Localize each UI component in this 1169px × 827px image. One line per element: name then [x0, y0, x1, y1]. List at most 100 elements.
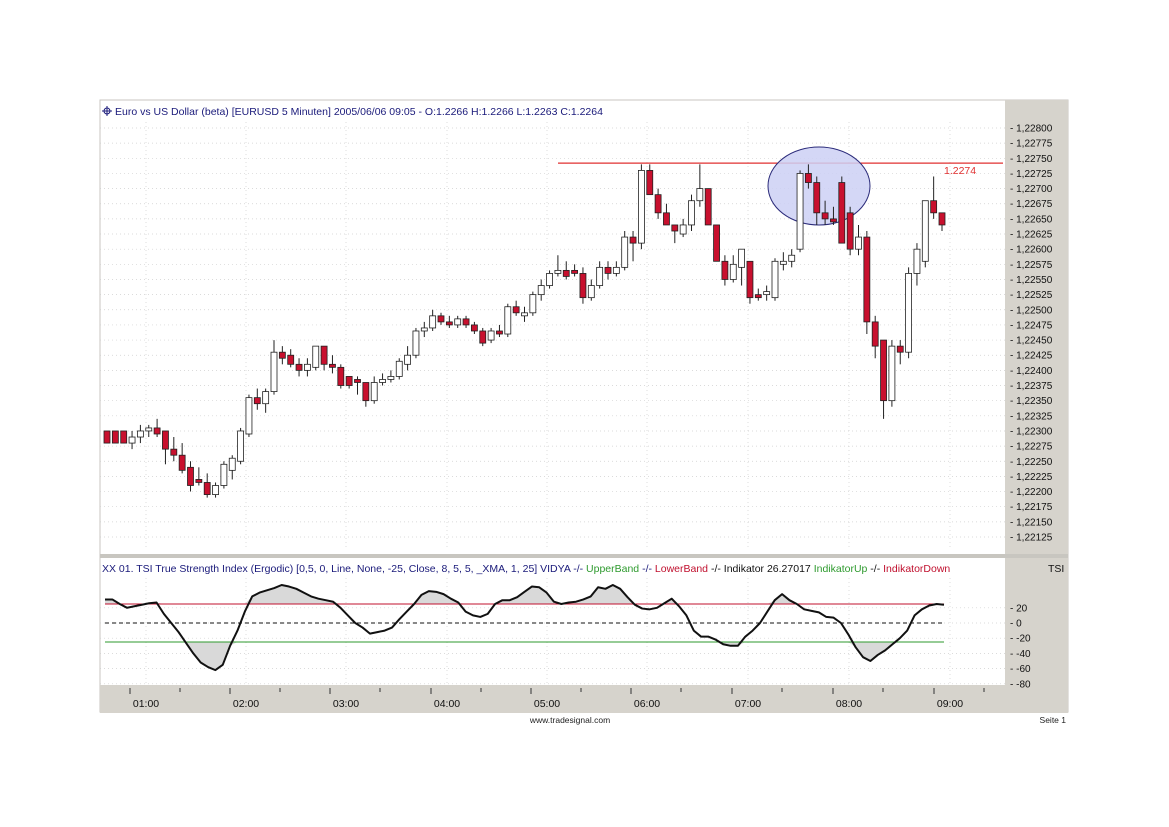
candle	[546, 270, 553, 289]
candle	[404, 346, 412, 371]
candle	[287, 349, 295, 368]
candle	[303, 358, 311, 377]
candle-down-body	[704, 188, 712, 226]
candle-up-body	[212, 485, 219, 495]
candle-down-body	[470, 324, 478, 332]
candle-down-body	[512, 306, 520, 314]
candle	[487, 327, 495, 344]
price-tick-label: - 1,22550	[1010, 275, 1053, 286]
candle	[162, 430, 169, 465]
candle	[278, 346, 286, 365]
candle-down-body	[437, 315, 445, 323]
tsi-overbought-fill	[105, 585, 944, 604]
time-tick-label: 01:00	[133, 698, 159, 710]
price-tick-label: - 1,22300	[1010, 426, 1053, 437]
candle-up-body	[387, 376, 395, 380]
candle-up-body	[596, 266, 604, 286]
candle	[905, 267, 912, 359]
candle-up-body	[888, 345, 896, 402]
candle	[646, 164, 654, 196]
candle	[838, 176, 846, 244]
candle-up-body	[220, 463, 228, 486]
candle-down-body	[805, 173, 812, 183]
chart-title: Euro vs US Dollar (beta) [EURUSD 5 Minut…	[115, 106, 603, 118]
candle-down-body	[120, 430, 128, 444]
candle	[262, 388, 270, 413]
candle	[805, 164, 812, 189]
price-tick-label: - 1,22675	[1010, 199, 1053, 210]
candle-up-body	[738, 248, 745, 268]
candle-down-body	[896, 345, 904, 353]
candle	[871, 315, 879, 359]
candle-up-body	[303, 363, 311, 371]
price-tick-label: - 1,22325	[1010, 411, 1053, 422]
candle-down-body	[930, 200, 938, 214]
candle-down-body	[604, 266, 612, 274]
candle-up-body	[855, 236, 862, 250]
candle	[345, 376, 353, 389]
candle	[921, 200, 929, 268]
indicator-header: XX 01. TSI True Strength Index (Ergodic)…	[102, 563, 950, 575]
footer-page: Seite 1	[1040, 715, 1067, 725]
candle	[379, 373, 386, 386]
candle	[354, 376, 361, 395]
candle-down-body	[713, 224, 720, 262]
candle-up-body	[420, 327, 428, 332]
candle	[830, 206, 837, 225]
indicator-value: -/- Indikator 26.27017	[708, 563, 814, 575]
candle-up-body	[546, 273, 553, 286]
indicator-sep-3: -/-	[867, 563, 883, 575]
candle-up-body	[404, 354, 412, 365]
candle-up-body	[454, 318, 462, 326]
tsi-axis-panel	[1005, 557, 1068, 685]
candle-up-body	[696, 188, 704, 202]
tsi-tick-label: - -80	[1010, 679, 1031, 690]
candle-up-body	[587, 285, 595, 299]
candle	[663, 203, 670, 226]
price-tick-label: - 1,22225	[1010, 472, 1053, 483]
candle-down-body	[153, 427, 161, 435]
candle	[312, 345, 320, 371]
candle-up-body	[504, 306, 512, 335]
candle-down-body	[654, 194, 662, 214]
candle	[813, 176, 821, 225]
price-tick-label: - 1,22725	[1010, 169, 1053, 180]
candle-down-body	[663, 212, 670, 226]
candle	[195, 467, 203, 486]
tsi-tick-label: - -60	[1010, 664, 1031, 675]
indicator-down-legend: IndikatorDown	[883, 563, 950, 575]
price-tick-label: - 1,22600	[1010, 245, 1053, 256]
time-tick-label: 03:00	[333, 698, 359, 710]
panel-divider	[100, 554, 1068, 558]
candle	[479, 327, 487, 347]
candle	[604, 261, 612, 280]
indicator-up-legend: IndikatorUp	[814, 563, 868, 575]
tsi-tick-label: - 0	[1010, 619, 1022, 630]
candle	[896, 340, 904, 365]
candle	[454, 315, 462, 328]
candle	[763, 285, 771, 301]
candle-up-body	[779, 260, 787, 265]
price-tick-label: - 1,22250	[1010, 457, 1053, 468]
candle-down-body	[496, 330, 503, 335]
candle-up-body	[537, 285, 545, 296]
candle	[587, 279, 595, 301]
resistance-label: 1.2274	[944, 165, 976, 177]
candle	[688, 194, 695, 232]
candle-up-body	[128, 436, 136, 444]
candle-up-body	[763, 291, 771, 296]
candle-up-body	[612, 266, 620, 274]
candle-down-body	[629, 236, 637, 244]
candle	[429, 309, 437, 331]
price-tick-label: - 1,22475	[1010, 320, 1053, 331]
candle	[796, 170, 804, 253]
candle-down-body	[329, 363, 336, 368]
price-tick-label: - 1,22200	[1010, 487, 1053, 498]
candle-down-body	[938, 212, 946, 226]
candle-down-body	[162, 430, 169, 450]
tsi-indicator	[105, 584, 945, 672]
candle	[738, 248, 745, 286]
candle	[704, 188, 712, 226]
candle-down-body	[830, 218, 837, 223]
